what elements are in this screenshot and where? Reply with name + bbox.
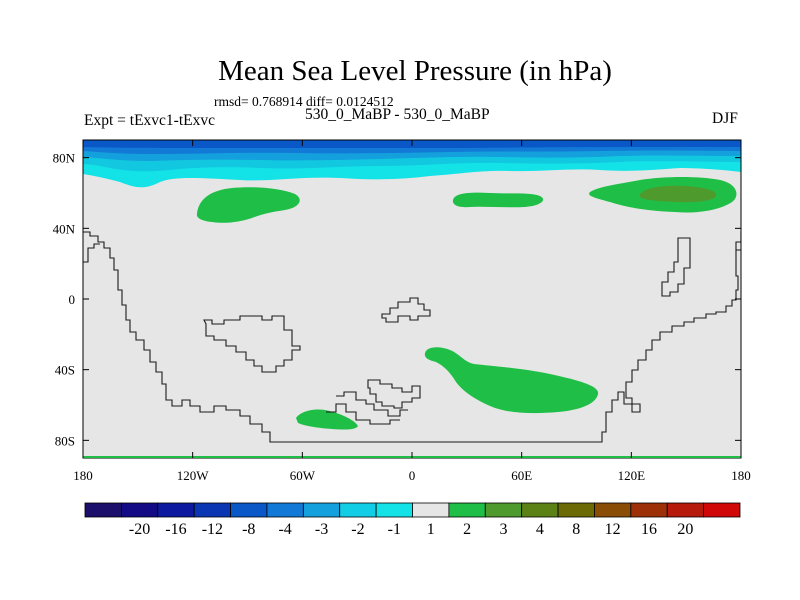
colorbar-swatch — [557, 502, 595, 518]
colorbar-label: 16 — [641, 521, 657, 538]
coast-southern-inner — [336, 391, 408, 417]
colorbar-swatch — [120, 502, 159, 518]
coast-new-guinea — [661, 237, 691, 297]
colorbar: -20 -16 -12 -8 -4 -3 -2 -1 1 2 3 4 8 12 16 20 — [84, 502, 741, 538]
y-tick-label: 40N — [53, 221, 76, 236]
stats-text: rmsd= 0.768914 diff= 0.0124512 — [214, 94, 394, 109]
coast-southern-edge — [326, 403, 400, 425]
coast-subantarctic — [367, 379, 421, 409]
x-tick-label: 180 — [73, 468, 93, 483]
colorbar-swatch — [193, 502, 231, 518]
y-tick-label: 0 — [69, 292, 76, 307]
colorbar-label: 8 — [572, 521, 580, 538]
x-tick-label: 0 — [409, 468, 416, 483]
colorbar-label: -2 — [351, 521, 364, 538]
colorbar-label: -1 — [388, 521, 401, 538]
colorbar-label: 2 — [463, 521, 471, 538]
colorbar-label: 20 — [677, 521, 693, 538]
blob-south-pacific — [296, 409, 358, 430]
colorbar-swatch — [266, 502, 304, 518]
blob-southern-ocean — [424, 347, 599, 414]
colorbar-swatch — [84, 502, 122, 518]
colorbar-swatch — [521, 502, 559, 518]
coast-islands — [381, 297, 431, 323]
coast-australia-top — [735, 232, 741, 250]
colorbar-label: 4 — [536, 521, 544, 538]
axes: 180 120W 60W 0 60E 120E 180 80N 40N 0 40S 80S — [53, 140, 751, 483]
y-tick-label: 80S — [55, 433, 75, 448]
x-tick-label: 120E — [618, 468, 646, 483]
blob-asia-west — [452, 192, 544, 208]
colorbar-swatch — [630, 502, 668, 518]
colorbar-label: 1 — [427, 521, 435, 538]
x-tick-label: 60W — [290, 468, 316, 483]
experiment-label: Expt = tExvc1-tExvc — [84, 112, 215, 129]
colorbar-swatch — [157, 502, 195, 518]
contour-fills — [83, 140, 741, 443]
chart-title: Mean Sea Level Pressure (in hPa) — [218, 55, 612, 87]
colorbar-swatch — [666, 502, 705, 518]
run-label: 530_0_MaBP - 530_0_MaBP — [305, 106, 490, 123]
colorbar-swatch — [302, 502, 341, 518]
blob-pacific-north-core — [639, 185, 717, 203]
colorbar-swatch — [339, 502, 377, 518]
coast-antarctic-peninsula — [203, 315, 301, 373]
x-tick-label: 60E — [511, 468, 532, 483]
colorbar-swatch — [594, 502, 632, 518]
colorbar-swatch — [230, 502, 268, 518]
coastlines — [83, 231, 741, 443]
x-tick-label: 180 — [731, 468, 751, 483]
y-tick-label: 80N — [53, 151, 76, 166]
colorbar-label: -20 — [129, 521, 150, 538]
colorbar-swatch — [375, 502, 413, 518]
colorbar-label: -3 — [315, 521, 328, 538]
coast-north-america-inner — [83, 243, 100, 263]
x-tick-label: 120W — [177, 468, 210, 483]
colorbar-swatch — [448, 502, 486, 518]
season-label: DJF — [712, 110, 738, 127]
colorbar-swatch — [703, 502, 741, 518]
colorbar-label: -16 — [165, 521, 186, 538]
colorbar-label: -4 — [278, 521, 291, 538]
colorbar-label: 3 — [499, 521, 507, 538]
colorbar-label: 12 — [605, 521, 621, 538]
coast-americas — [83, 231, 741, 443]
colorbar-swatch — [484, 502, 523, 518]
y-tick-label: 40S — [55, 363, 75, 378]
blob-north-america — [196, 187, 300, 223]
colorbar-swatch — [412, 502, 450, 518]
colorbar-label: -12 — [202, 521, 223, 538]
colorbar-label: -8 — [242, 521, 255, 538]
